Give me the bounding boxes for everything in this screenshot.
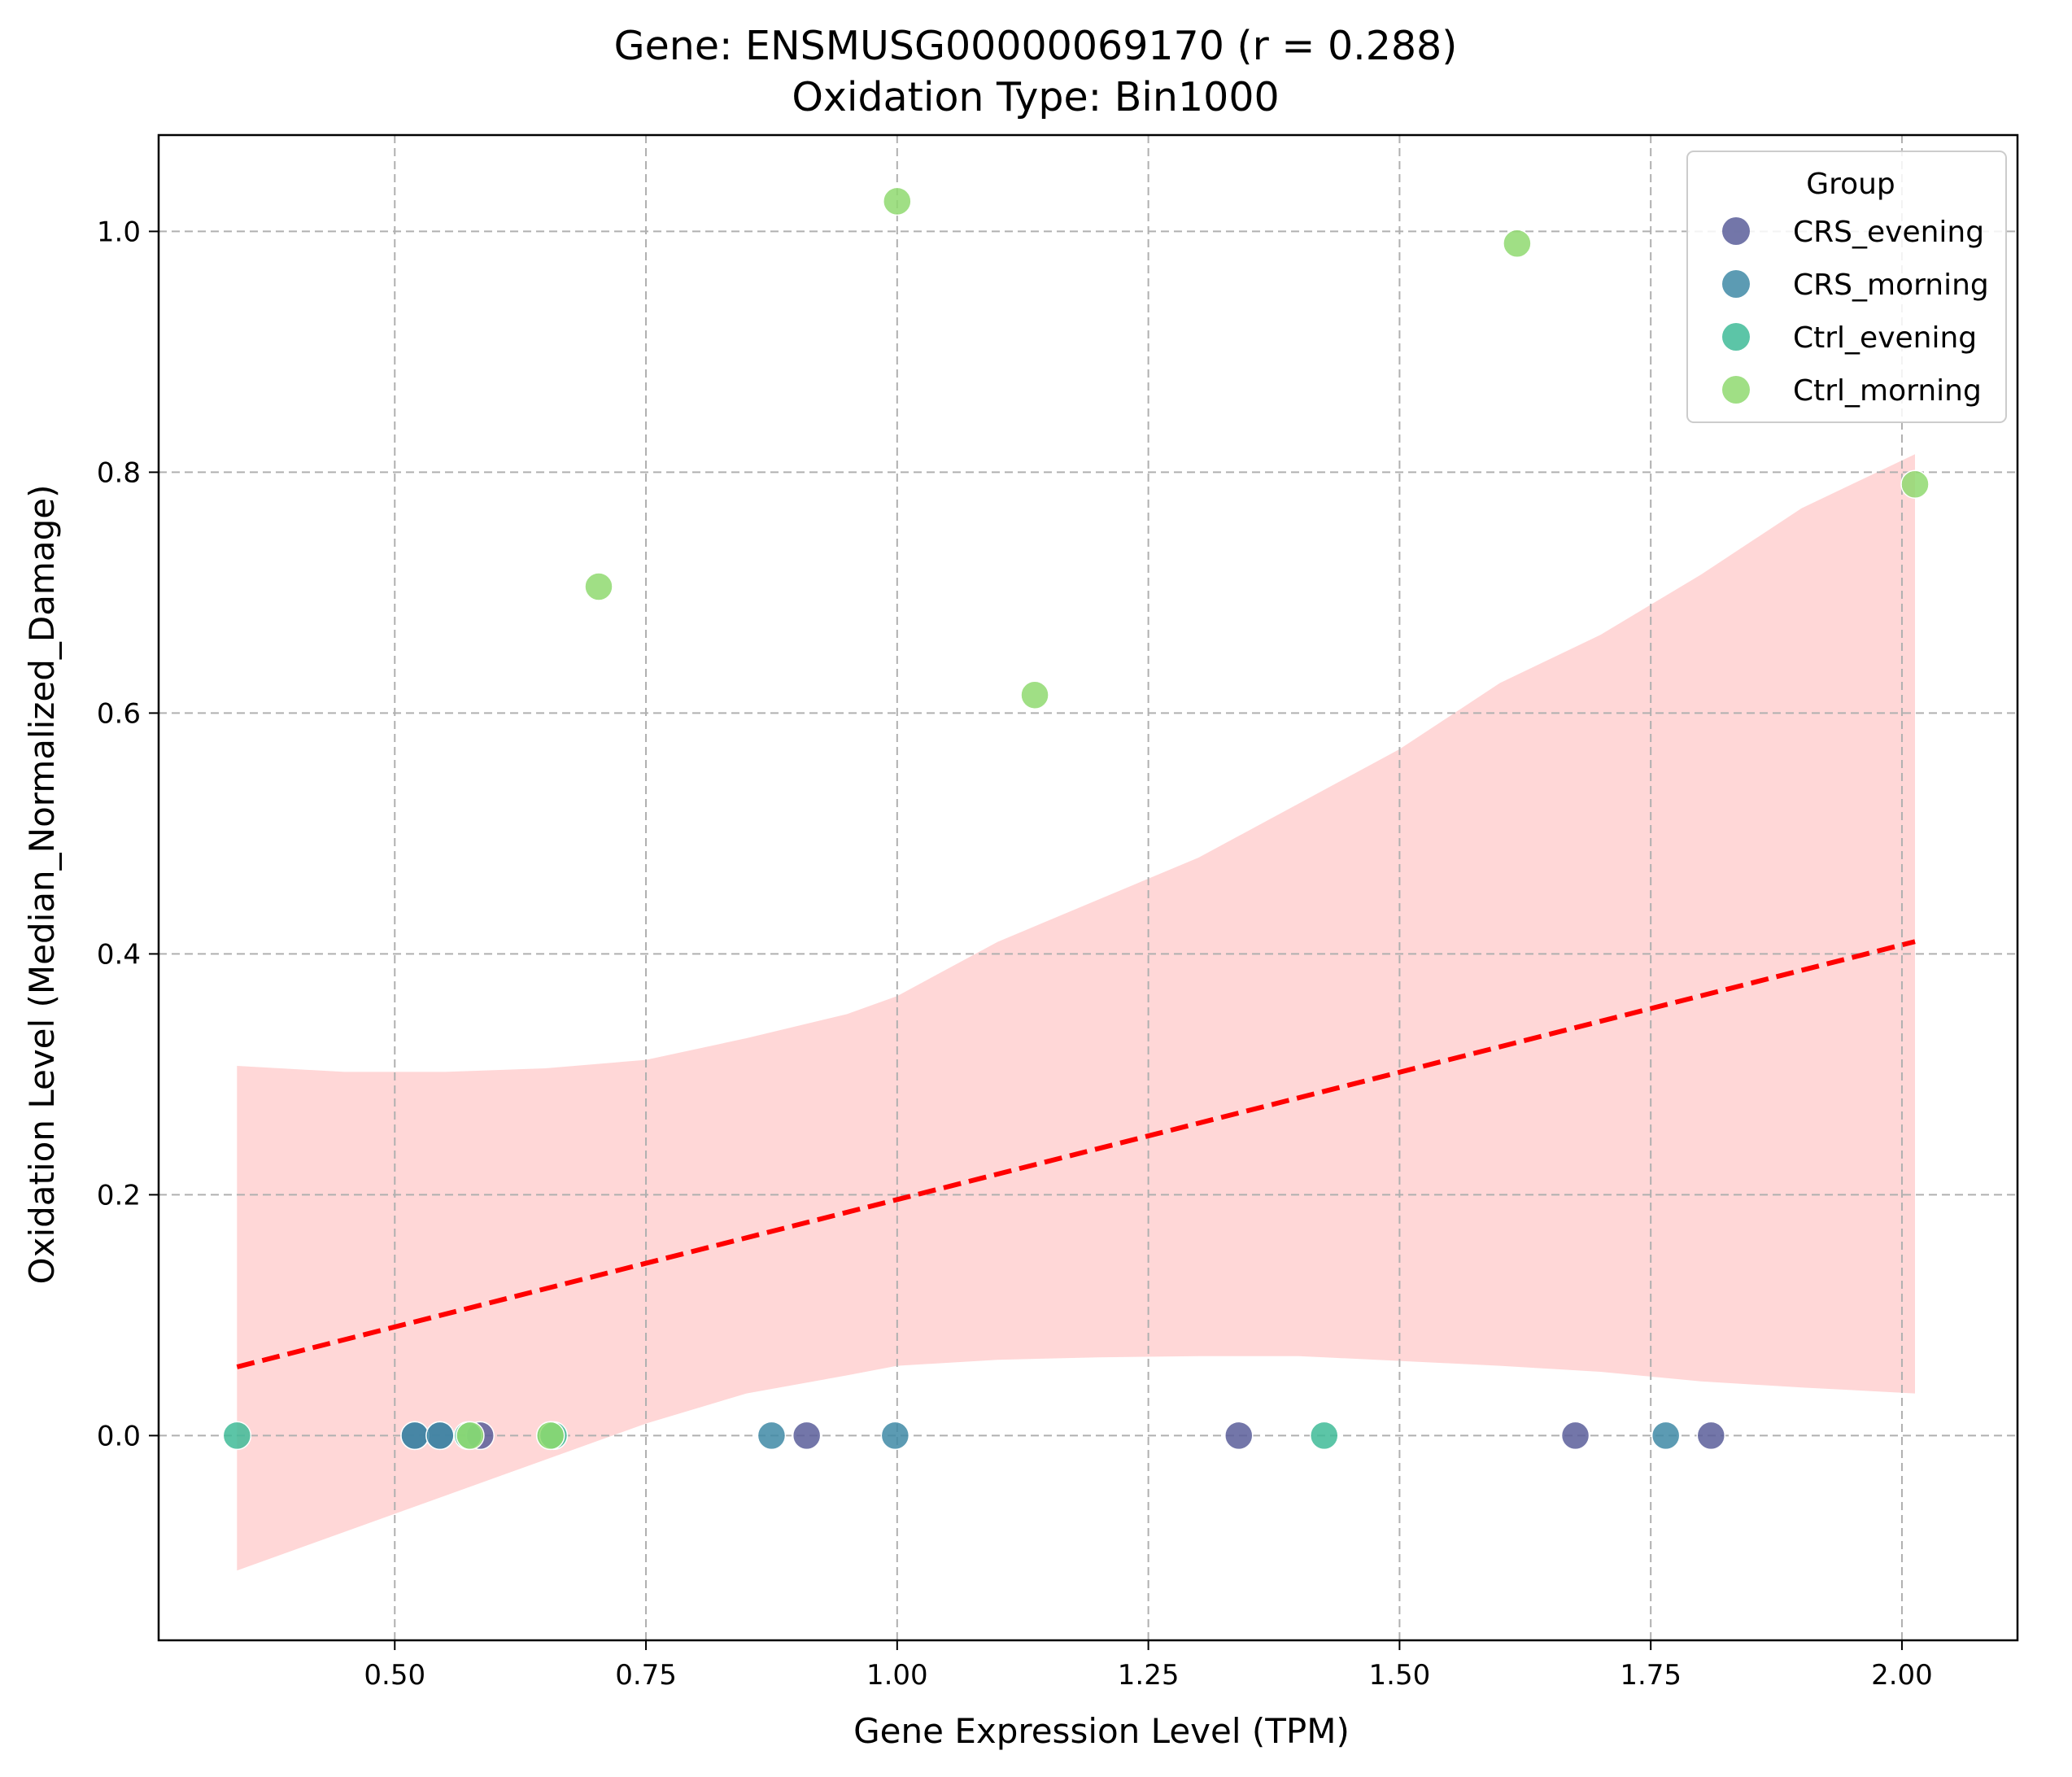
data-point (222, 1421, 252, 1451)
data-point (1696, 1421, 1726, 1451)
y-tick-label: 0.6 (97, 697, 141, 730)
data-point (1020, 680, 1049, 709)
data-point (1310, 1421, 1339, 1451)
x-tick-label: 1.00 (866, 1659, 928, 1692)
y-tick-label: 0.2 (97, 1179, 141, 1212)
data-point (1503, 229, 1532, 258)
legend-entry-label: Ctrl_morning (1793, 374, 1982, 408)
y-tick-label: 0.4 (97, 938, 141, 971)
legend-entry-label: CRS_morning (1793, 269, 1989, 302)
data-point (1224, 1421, 1254, 1451)
x-tick-label: 1.25 (1118, 1659, 1180, 1692)
legend: Group CRS_evening CRS_morning Ctrl_evening C… (1686, 151, 2007, 423)
chart-title: Gene: ENSMUSG00000069170 (r = 0.288) (614, 23, 1458, 69)
data-point (584, 572, 613, 601)
data-point (792, 1421, 822, 1451)
x-tick-label: 0.50 (364, 1659, 425, 1692)
y-tick-label: 0.0 (97, 1420, 141, 1452)
x-tick-label: 0.75 (615, 1659, 677, 1692)
legend-box (1686, 151, 2007, 423)
regression-line (236, 939, 1916, 1369)
data-point (535, 1421, 565, 1451)
data-point (400, 1421, 430, 1451)
data-point (757, 1421, 787, 1451)
data-point (425, 1421, 455, 1451)
x-tick-label: 2.00 (1871, 1659, 1933, 1692)
y-tick-label: 0.8 (97, 456, 141, 489)
data-point (1560, 1421, 1590, 1451)
legend-marker (1722, 217, 1750, 245)
data-point (456, 1421, 485, 1451)
legend-entry-label: CRS_evening (1793, 216, 1984, 249)
legend-entry-label: Ctrl_evening (1793, 321, 1977, 355)
chart-subtitle: Oxidation Type: Bin1000 (792, 74, 1279, 120)
confidence-band (237, 454, 1915, 1571)
x-tick-label: 1.50 (1369, 1659, 1431, 1692)
plot-area-frame (157, 133, 2019, 1642)
data-point (1651, 1421, 1681, 1451)
x-tick-label: 1.75 (1620, 1659, 1682, 1692)
legend-marker (1722, 270, 1750, 298)
legend-title: Group (1806, 168, 1895, 201)
data-point (1900, 469, 1930, 499)
legend-marker (1722, 323, 1750, 351)
y-tick-label: 1.0 (97, 216, 141, 248)
data-point (880, 1421, 910, 1451)
data-point (883, 186, 912, 216)
legend-marker (1722, 376, 1750, 404)
y-axis-label: Oxidation Level (Median_Normalized_Damag… (22, 485, 62, 1285)
x-axis-label: Gene Expression Level (TPM) (853, 1711, 1350, 1751)
